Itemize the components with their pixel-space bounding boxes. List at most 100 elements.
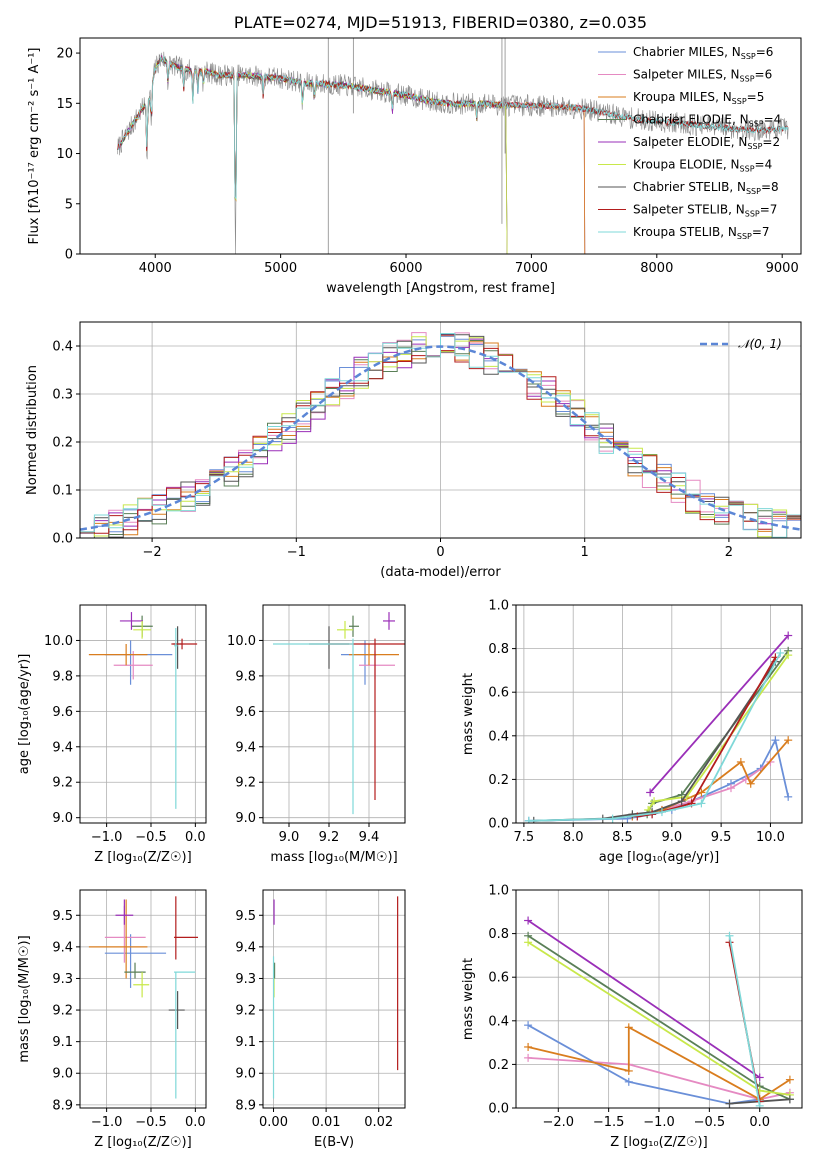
y-axis-label: mass weight <box>461 673 476 755</box>
y-tick-label: 10.0 <box>44 634 73 649</box>
legend-subscript: SSP <box>732 97 747 106</box>
x-tick-label: 8000 <box>640 261 673 276</box>
y-tick-label: 9.2 <box>52 776 73 791</box>
legend-nssp: 4 <box>774 113 782 127</box>
axes-frame: −1.0 −0.5 0.0 9.0 9.2 9.4 9.6 9.8 10.0 Z [log₁₀(Z… <box>17 604 207 865</box>
legend-subscript: SSP <box>737 232 752 241</box>
weight-marker <box>524 916 533 925</box>
mass-weight-vs-age-axes: 7.5 8.0 8.5 9.0 9.5 10.0 0.0 0.2 0.4 0.6 0.8 1.0 age… <box>461 599 803 865</box>
y-tick-label: 15 <box>56 97 73 112</box>
y-tick-label: 0.3 <box>52 388 73 403</box>
y-tick-label: 9.5 <box>52 909 73 924</box>
y-tick-label: 9.4 <box>52 740 73 755</box>
x-tick-label: 7000 <box>515 261 548 276</box>
y-tick-label: 9.6 <box>235 705 256 720</box>
x-tick-label: −0.5 <box>135 830 167 845</box>
weight-marker <box>524 1021 533 1030</box>
weight-marker <box>624 1066 633 1075</box>
weight-marker <box>784 736 793 745</box>
legend-name: Salpeter ELODIE <box>633 135 731 149</box>
x-tick-label: 9.0 <box>279 830 300 845</box>
weight-marker <box>524 816 533 823</box>
x-axis-label: Z [log₁₀(Z/Z☉)] <box>610 1135 707 1150</box>
legend-equals: = <box>764 113 774 127</box>
axes-border <box>79 604 207 824</box>
legend-label-normal: 𝒩(0, 1) <box>738 337 782 351</box>
y-tick-label: 0.4 <box>488 1014 509 1029</box>
axes-frame: −1.0 −0.5 0.0 8.9 9.0 9.1 9.2 9.3 9.4 9.5 Z [log₁₀… <box>17 889 207 1150</box>
errorbar-kroupa-elodie <box>133 620 151 639</box>
axes-border <box>515 604 803 824</box>
y-tick-label: 9.1 <box>235 1035 256 1050</box>
x-axis-label: Z [log₁₀(Z/Z☉)] <box>94 1135 191 1150</box>
legend-nssp: 6 <box>766 45 774 59</box>
y-tick-label: 0.2 <box>488 1058 509 1073</box>
legend-nssp: 8 <box>771 180 779 194</box>
axes-frame: 0.00 0.01 0.02 8.9 9.0 9.1 9.2 9.3 9.4 9.5 E(B-V) <box>235 889 406 1150</box>
y-tick-label: 9.6 <box>52 705 73 720</box>
plot-area <box>272 896 399 1099</box>
weight-line-chabrier-miles <box>528 737 790 822</box>
legend-subscript: SSP <box>745 210 760 219</box>
grid-lines <box>263 605 405 823</box>
mass-vs-Z-axes: −1.0 −0.5 0.0 8.9 9.0 9.1 9.2 9.3 9.4 9.5 Z [log₁₀… <box>17 889 207 1150</box>
legend-separator: , N <box>723 68 740 82</box>
x-tick-label: 0.00 <box>259 1115 288 1130</box>
weight-marker <box>697 799 706 808</box>
legend-name: Chabrier STELIB <box>633 180 729 194</box>
legend-name: Chabrier ELODIE <box>633 113 732 127</box>
y-tick-label: 9.3 <box>235 972 256 987</box>
x-tick-label: 0.02 <box>364 1115 393 1130</box>
legend-subscript: SSP <box>740 75 755 84</box>
y-tick-label: 0.8 <box>488 642 509 657</box>
legend-separator: , N <box>732 113 749 127</box>
age-vs-mass-axes: 9.0 9.2 9.4 9.0 9.2 9.4 9.6 9.8 10.0 mass [log₁₀(… <box>227 604 406 865</box>
x-tick-label: 0 <box>436 545 444 560</box>
x-tick-label: −1.5 <box>593 1115 625 1130</box>
y-axis-label: mass weight <box>461 958 476 1040</box>
weight-marker <box>677 797 686 806</box>
axes-border <box>79 37 802 255</box>
weight-line-kroupa-stelib <box>728 935 761 1106</box>
axes-frame: −2.0 −1.5 −1.0 −0.5 0.0 0.0 0.2 0.4 0.6 0.8 1.0 Z [… <box>461 884 803 1150</box>
errorbar-salpeter-miles <box>113 651 153 680</box>
errorbar-salpeter-stelib <box>174 896 199 960</box>
errorbar-kroupa-miles <box>349 643 399 666</box>
legend-entry-chabrier-stelib: Chabrier STELIB, NSSP=8 <box>633 180 779 196</box>
weight-marker <box>608 814 617 823</box>
y-tick-label: 9.4 <box>235 940 256 955</box>
x-axis-label: Z [log₁₀(Z/Z☉)] <box>94 850 191 865</box>
y-tick-label: 9.8 <box>235 669 256 684</box>
errorbar-kroupa-miles <box>88 643 148 666</box>
legend-equals: = <box>755 158 765 172</box>
y-axis-label: Flux [fλ10⁻¹⁷ erg cm⁻² s⁻¹ A⁻¹] <box>27 48 42 245</box>
y-tick-label: 9.0 <box>235 811 256 826</box>
weight-line-kroupa-miles <box>632 739 789 818</box>
errorbar-chabrier-elodie <box>349 615 359 637</box>
x-tick-label: 7.5 <box>514 830 535 845</box>
errorbar-salpeter-elodie <box>383 612 395 630</box>
weight-line-salpeter-elodie <box>649 634 789 794</box>
legend-equals: = <box>755 68 765 82</box>
grid-lines <box>516 604 802 824</box>
x-tick-label: 8.5 <box>612 830 633 845</box>
x-tick-label: 0.0 <box>749 1115 770 1130</box>
weight-marker <box>746 779 755 788</box>
y-tick-label: 0.6 <box>488 971 509 986</box>
x-tick-label: 0.01 <box>312 1115 341 1130</box>
y-tick-label: 9.5 <box>235 909 256 924</box>
legend-nssp: 2 <box>772 135 780 149</box>
plot-area <box>80 332 801 538</box>
y-tick-label: 0.0 <box>52 532 73 547</box>
x-axis-label: age [log₁₀(age/yr)] <box>599 850 720 865</box>
weight-marker <box>624 1023 633 1032</box>
histogram-step-kroupa-stelib <box>80 333 801 538</box>
weight-marker <box>784 651 793 660</box>
axes-frame: 4000 5000 6000 7000 8000 9000 0 5 10 15 20 waveleng… <box>27 13 802 296</box>
weight-marker <box>755 1073 764 1082</box>
x-tick-label: −0.5 <box>694 1115 726 1130</box>
y-tick-label: 5 <box>65 197 73 212</box>
y-tick-label: 0.4 <box>488 729 509 744</box>
x-axis-label: (data-model)/error <box>380 565 501 580</box>
